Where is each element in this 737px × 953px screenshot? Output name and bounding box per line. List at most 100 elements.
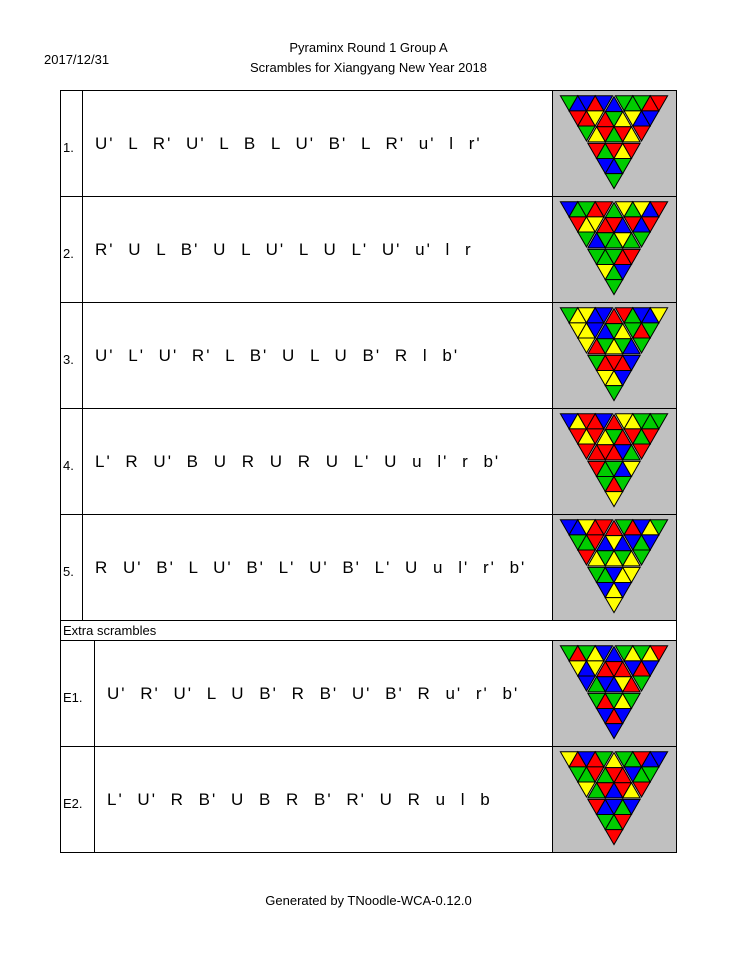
sticker: [631, 549, 652, 567]
sticker: [640, 216, 660, 233]
date: 2017/12/31: [44, 52, 110, 67]
sticker: [640, 110, 660, 127]
pyraminx-net: [559, 644, 669, 740]
sticker: [576, 443, 597, 461]
row-number: 1.: [60, 90, 83, 197]
sticker: [649, 201, 669, 218]
pyraminx-net: [559, 306, 669, 402]
sticker: [621, 460, 641, 478]
scramble: L' R U' B U R U R U L' U u l' r b': [82, 408, 553, 515]
sticker: [621, 443, 641, 461]
sticker: [604, 829, 624, 846]
title: Pyraminx Round 1 Group A: [289, 40, 448, 55]
row-number: 4.: [60, 408, 83, 515]
sticker: [585, 216, 605, 233]
sticker: [649, 413, 669, 430]
sticker: [640, 428, 660, 445]
sticker: [640, 322, 660, 339]
scramble: U' L R' U' L B L U' B' L R' u' l r': [82, 90, 553, 197]
scramble-image: [552, 746, 677, 853]
pyraminx-net: [559, 412, 669, 508]
scramble-image: [552, 302, 677, 409]
scramble: R U' B' L U' B' L' U' B' L' U u l' r' b': [82, 514, 553, 621]
sticker: [604, 781, 624, 799]
sticker: [604, 491, 624, 508]
sticker: [649, 519, 669, 536]
sticker: [587, 675, 607, 693]
sticker: [604, 279, 624, 296]
sticker: [576, 549, 597, 567]
sticker: [621, 692, 641, 710]
scramble-image: [552, 640, 677, 747]
sticker: [604, 231, 624, 249]
scramble: R' U L B' U L U' L U L' U' u' l r: [82, 196, 553, 303]
sticker: [587, 443, 607, 461]
sticker: [604, 173, 624, 190]
sticker: [621, 798, 641, 816]
sticker: [621, 354, 641, 372]
sticker: [604, 125, 624, 143]
scramble: U' R' U' L U B' R B' U' B' R u' r' b': [94, 640, 553, 747]
sticker: [587, 125, 607, 143]
sticker: [585, 110, 605, 127]
sticker: [621, 142, 641, 160]
sticker: [613, 476, 633, 493]
sticker: [594, 95, 614, 112]
sticker: [604, 675, 624, 693]
sticker: [585, 534, 605, 551]
sticker: [631, 231, 652, 249]
sticker: [585, 428, 605, 445]
footer: Generated by TNoodle-WCA-0.12.0: [265, 893, 472, 908]
sticker: [587, 231, 607, 249]
sticker: [613, 370, 633, 387]
row-number: 3.: [60, 302, 83, 409]
sticker: [621, 675, 641, 693]
sticker: [640, 534, 660, 551]
scramble-image: [552, 196, 677, 303]
sticker: [604, 723, 624, 740]
sticker: [587, 781, 607, 799]
sticker: [621, 549, 641, 567]
sticker: [594, 751, 614, 768]
sticker: [631, 781, 652, 799]
sticker: [585, 660, 605, 677]
row-number: 5.: [60, 514, 83, 621]
sticker: [594, 307, 614, 324]
sticker: [587, 337, 607, 355]
scramble: U' L' U' R' L B' U L U B' R l b': [82, 302, 553, 409]
sticker: [621, 125, 641, 143]
scramble-image: [552, 408, 677, 515]
sticker: [631, 675, 652, 693]
sticker: [649, 751, 669, 768]
sticker: [621, 781, 641, 799]
sticker: [621, 248, 641, 266]
sticker: [631, 337, 652, 355]
row-number: 2.: [60, 196, 83, 303]
row-number: E2.: [60, 746, 95, 853]
pyraminx-net: [559, 750, 669, 846]
pyraminx-net: [559, 518, 669, 614]
sticker: [604, 385, 624, 402]
sticker: [613, 708, 633, 725]
sticker: [613, 814, 633, 831]
sticker: [613, 158, 633, 175]
extra-label: Extra scrambles: [60, 620, 677, 641]
pyraminx-net: [559, 200, 669, 296]
sticker: [649, 645, 669, 662]
sticker: [604, 443, 624, 461]
subtitle: Scrambles for Xiangyang New Year 2018: [249, 60, 488, 75]
sticker: [604, 337, 624, 355]
sticker: [585, 322, 605, 339]
sticker: [576, 337, 597, 355]
sticker: [649, 307, 669, 324]
row-number: E1.: [60, 640, 95, 747]
scramble-image: [552, 514, 677, 621]
sticker: [594, 519, 614, 536]
sticker: [631, 443, 652, 461]
sticker: [613, 582, 633, 599]
sticker: [604, 597, 624, 614]
pyraminx-net: [559, 94, 669, 190]
sticker: [631, 125, 652, 143]
sticker: [640, 660, 660, 677]
